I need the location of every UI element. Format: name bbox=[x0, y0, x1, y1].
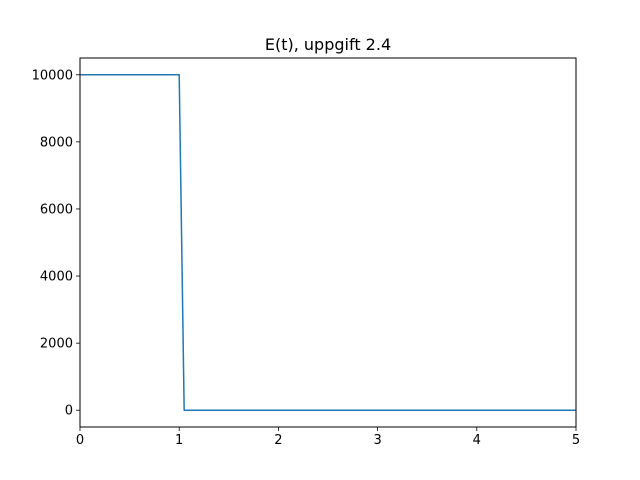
x-tick-label: 4 bbox=[473, 433, 481, 448]
plot-area bbox=[80, 74, 576, 411]
chart-title: E(t), uppgift 2.4 bbox=[265, 35, 391, 54]
x-tick-label: 3 bbox=[373, 433, 381, 448]
y-tick-label: 2000 bbox=[40, 337, 73, 352]
y-tick-label: 0 bbox=[65, 404, 73, 419]
axes: 0 1 2 3 4 5 0 2000 4000 6000 8000 10000 bbox=[32, 68, 581, 448]
y-tick-label: 4000 bbox=[40, 270, 73, 285]
y-tick-label: 8000 bbox=[40, 135, 73, 150]
y-tick-label: 10000 bbox=[32, 68, 73, 83]
x-tick-label: 2 bbox=[274, 433, 282, 448]
series-line-0 bbox=[80, 74, 576, 411]
y-tick-label: 6000 bbox=[40, 202, 73, 217]
x-tick-label: 0 bbox=[76, 433, 84, 448]
axes-frame bbox=[79, 57, 577, 428]
x-tick-label: 1 bbox=[175, 433, 183, 448]
x-tick-label: 5 bbox=[572, 433, 580, 448]
